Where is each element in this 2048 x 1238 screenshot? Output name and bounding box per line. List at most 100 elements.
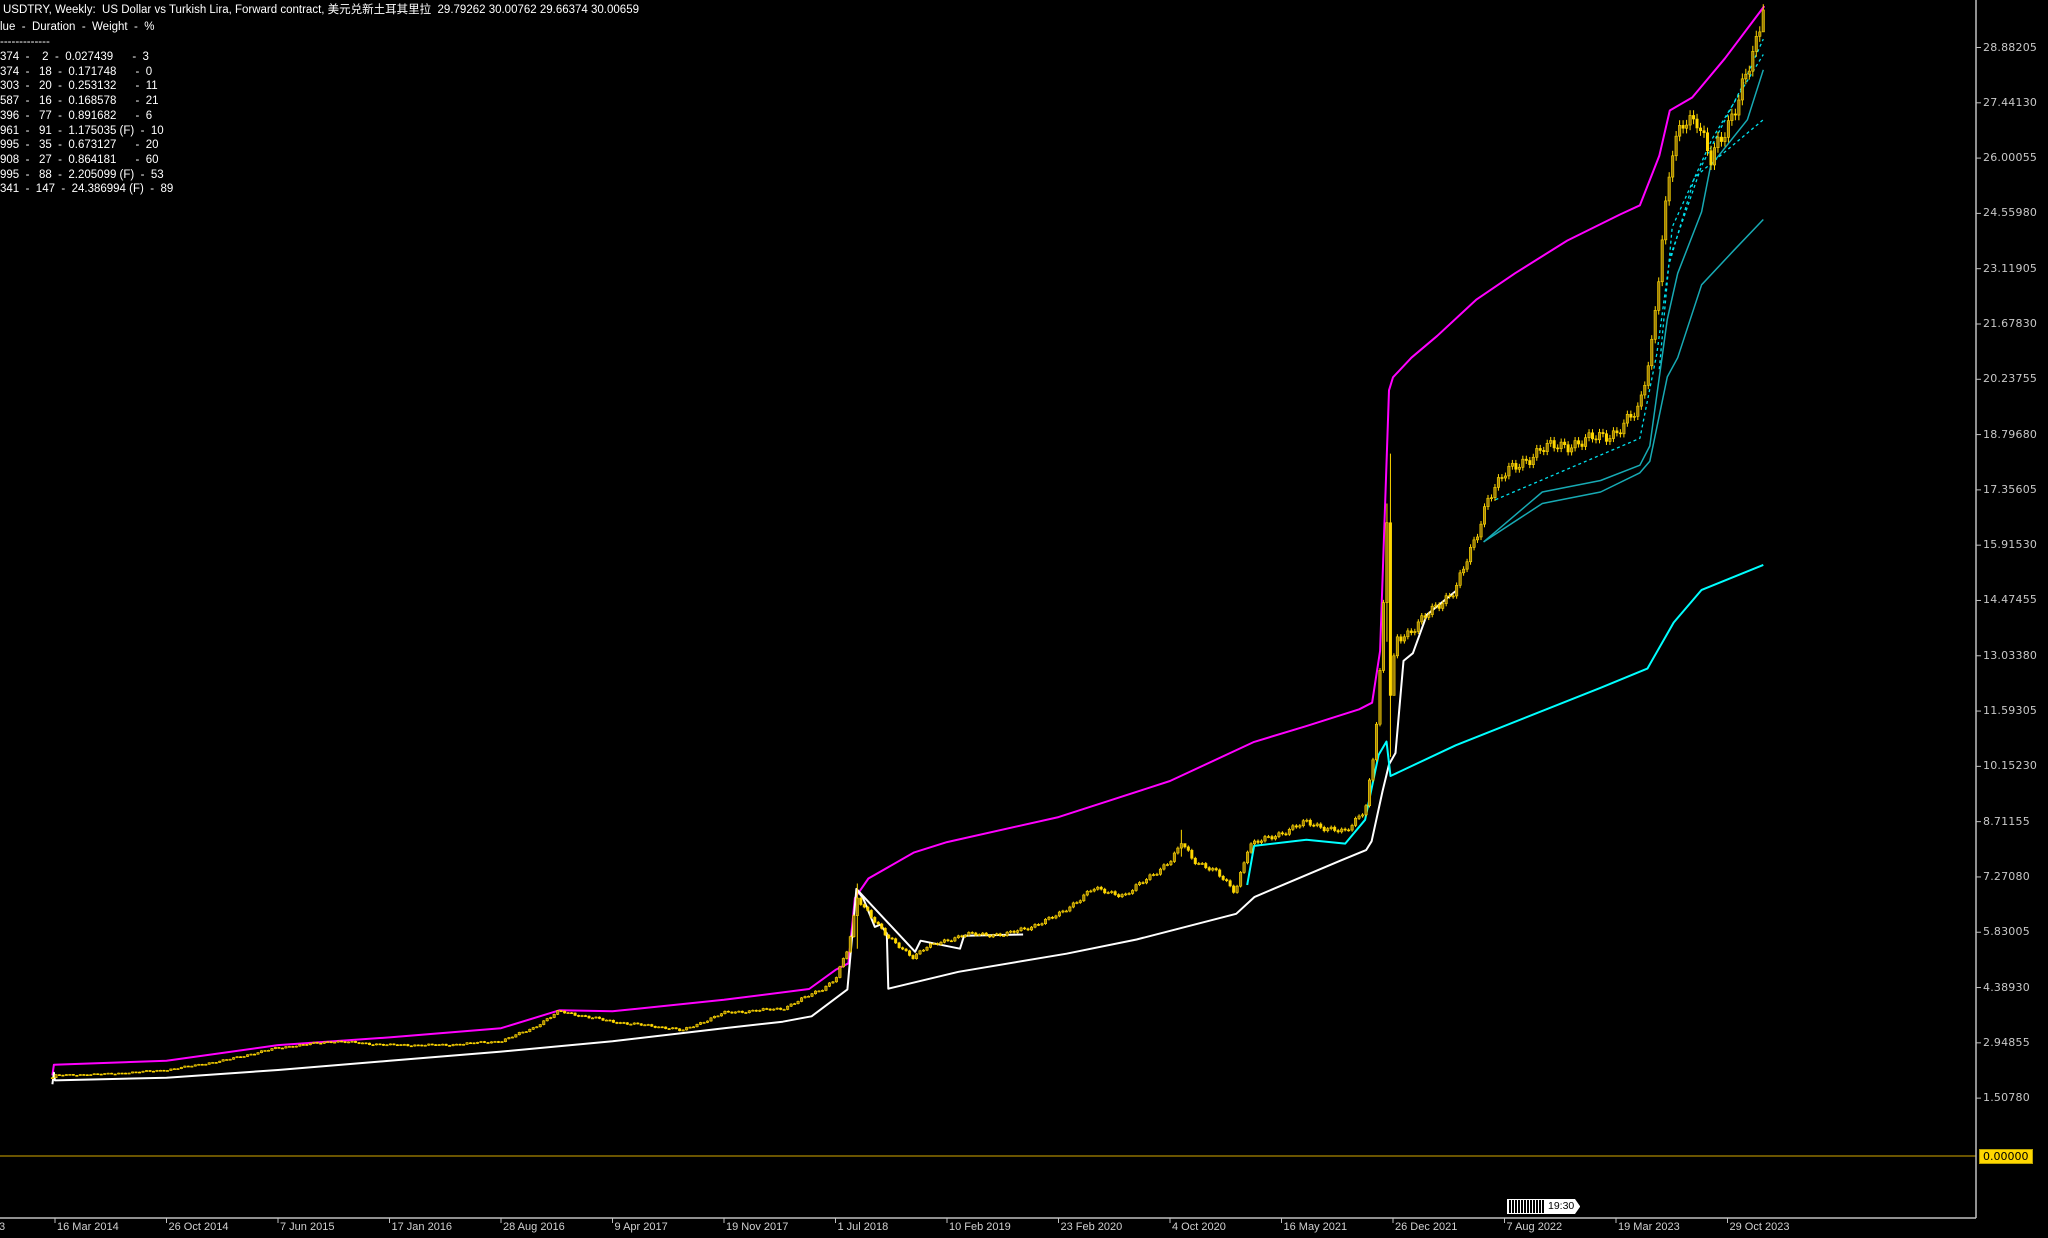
candle-body [1270,836,1274,840]
candle-body [935,943,939,945]
candle-body [1726,120,1730,138]
candle-body [361,1042,365,1045]
candle-body [1043,918,1047,924]
candle-body [1075,902,1079,904]
candle-body [1009,930,1013,933]
price-tick-label: 15.91530 [1983,538,2038,552]
candle [782,1008,786,1011]
candle [545,1017,549,1022]
candle [723,1010,727,1015]
candle [183,1065,187,1068]
candle-body [733,1011,737,1014]
candle-body [820,990,824,992]
candle [730,1011,734,1014]
candle [1437,602,1441,612]
candle-body [1204,863,1208,868]
candle [1563,438,1567,449]
candle [591,1017,595,1020]
candle-body [402,1044,406,1046]
candle-body [1385,522,1389,603]
candle-body [1733,113,1737,116]
candle [1172,851,1176,863]
candle-body [430,1043,434,1046]
candle [176,1068,180,1070]
candle [469,1042,473,1045]
candle [1556,444,1560,453]
candle [1476,533,1480,543]
candle-body [469,1042,473,1045]
candle [566,1011,570,1015]
candle [462,1043,466,1046]
date-tick-label: 16 Mar 2014 [57,1221,119,1233]
candle-body [1333,826,1337,831]
candle [1625,410,1629,427]
candle [981,932,985,936]
date-tick-label: 26 Dec 2021 [1395,1221,1458,1233]
candle [253,1053,257,1056]
candle-body [458,1043,462,1046]
candle [340,1040,344,1043]
candle [894,937,898,944]
candle [1747,65,1751,80]
candle-body [625,1022,629,1025]
time-scroll-marker[interactable]: 19:30 [1507,1199,1581,1214]
candle [151,1070,155,1073]
candle-body [270,1048,274,1051]
candle-body [528,1028,532,1032]
candle [1131,889,1135,895]
candle-body [758,1010,762,1012]
candle-body [308,1043,312,1046]
candle-body [1350,825,1354,831]
candle-body [280,1047,284,1050]
candle [521,1031,525,1034]
candle-body [768,1008,772,1011]
candle-body [1131,890,1135,894]
candle [967,931,971,937]
candle-body [577,1015,581,1017]
candle-body [1037,924,1041,926]
candle [214,1061,218,1064]
candle-body [1744,73,1748,80]
candle-body [901,947,905,950]
candle [671,1027,675,1030]
candle-body [807,995,811,998]
candle-body [1472,539,1476,548]
scroll-marker-stripes[interactable] [1507,1199,1545,1214]
candle-body [1179,843,1183,849]
candle-body [699,1022,703,1025]
candle [1361,813,1365,818]
candle-body [956,935,960,939]
candle [294,1045,298,1048]
candle-body [1455,585,1459,597]
candle-body [1280,832,1284,835]
date-tick-label: 10 Feb 2019 [949,1221,1011,1233]
candle-body [1019,927,1023,931]
date-tick-label: 7 Aug 2022 [1506,1221,1563,1233]
candle-body [1479,523,1483,538]
candle [1378,667,1382,727]
candle [820,989,824,992]
candle-body [225,1059,229,1061]
candle [831,980,835,984]
candle-body [1273,836,1277,840]
candle [1211,867,1215,872]
candle [465,1042,469,1045]
candle [814,990,818,995]
candle-body [1256,840,1260,843]
candle-body [918,950,922,955]
candle [556,1010,560,1016]
candle-body [1141,882,1145,884]
candle-body [364,1042,368,1045]
candle [1584,434,1588,451]
candle [827,982,831,988]
price-tick-label: 5.83005 [1983,925,2030,939]
candle-body [1462,568,1466,574]
candle [1298,824,1302,829]
candle [991,933,995,938]
candle-body [434,1044,438,1046]
candle [1427,611,1431,621]
chart-title: USDTRY, Weekly: US Dollar vs Turkish Lir… [3,4,639,16]
candle-body [374,1043,378,1046]
